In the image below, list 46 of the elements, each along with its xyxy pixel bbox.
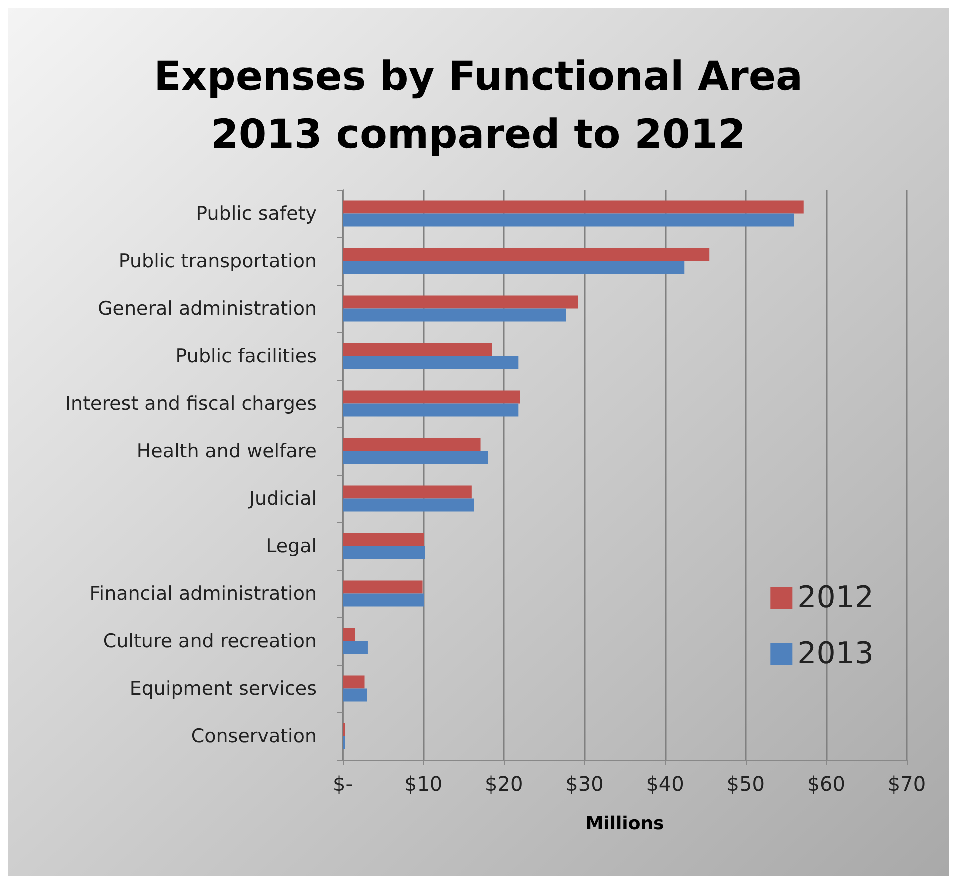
- y-tick-label: Judicial: [248, 488, 317, 510]
- x-tick-label: $60: [807, 772, 846, 796]
- legend-label: 2012: [798, 580, 874, 616]
- bar: [343, 200, 804, 214]
- bar: [343, 594, 424, 607]
- bar: [343, 628, 356, 642]
- bar: [343, 404, 519, 417]
- bar: [343, 533, 424, 546]
- bar: [343, 214, 794, 227]
- y-tick-label: Public transportation: [118, 250, 317, 272]
- x-tick-label: $20: [485, 772, 524, 796]
- y-tick-label: Public safety: [196, 202, 317, 225]
- bar: [343, 308, 566, 322]
- y-tick-label: General administration: [98, 298, 317, 320]
- y-tick-label: Legal: [266, 535, 317, 558]
- legend-label: 2013: [798, 636, 874, 672]
- y-tick-label: Conservation: [191, 725, 317, 748]
- bar: [343, 261, 685, 274]
- x-tick-label: $10: [404, 772, 443, 796]
- y-tick-label: Interest and fiscal charges: [65, 392, 317, 415]
- x-tick-label: $-: [333, 772, 353, 796]
- bar: [343, 356, 519, 370]
- x-tick-label: $50: [726, 772, 765, 796]
- bar: [343, 296, 578, 309]
- bar: [343, 451, 488, 464]
- x-tick-label: $40: [646, 772, 684, 796]
- y-tick-label: Public facilities: [176, 345, 317, 368]
- chart-title: Expenses by Functional Area 2013 compared to 2012: [154, 54, 803, 158]
- x-axis-title: Millions: [586, 814, 664, 834]
- bar: [343, 676, 365, 689]
- bar: [343, 641, 368, 654]
- bar: [343, 390, 520, 404]
- y-tick-label: Equipment services: [130, 678, 317, 700]
- bar: [343, 688, 368, 702]
- y-tick-label: Financial administration: [90, 582, 317, 605]
- bar: [343, 580, 423, 594]
- y-tick-label: Culture and recreation: [103, 630, 317, 652]
- bar: [343, 498, 474, 512]
- bar: [343, 438, 481, 452]
- bar: [343, 248, 710, 262]
- bar: [343, 343, 492, 356]
- bar: [343, 546, 426, 560]
- x-tick-label: $30: [566, 772, 604, 796]
- y-tick-label: Health and welfare: [136, 440, 317, 462]
- x-tick-label: $70: [888, 772, 926, 796]
- bar: [343, 486, 472, 499]
